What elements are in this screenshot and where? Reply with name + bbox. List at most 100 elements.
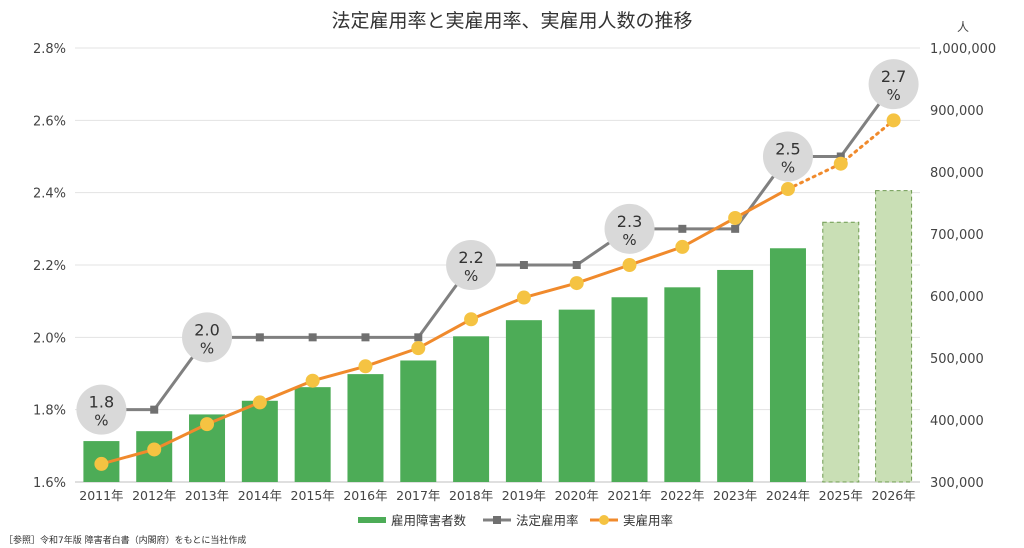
x-tick-label: 2015年 — [291, 488, 335, 503]
actual-rate-marker — [305, 373, 320, 388]
legal-rate-marker — [836, 152, 845, 161]
actual-rate-marker — [147, 442, 162, 457]
x-tick-label: 2016年 — [343, 488, 387, 503]
x-tick-label: 2018年 — [449, 488, 493, 503]
x-tick-label: 2019年 — [502, 488, 546, 503]
rate-bubble-value: 2.2 — [458, 248, 483, 267]
right-tick-label: 400,000 — [930, 414, 984, 429]
x-tick-label: 2025年 — [819, 488, 863, 503]
right-tick-label: 700,000 — [930, 228, 984, 243]
rate-bubble-unit: % — [622, 231, 636, 249]
right-tick-label: 900,000 — [930, 104, 984, 119]
x-tick-label: 2013年 — [185, 488, 229, 503]
bar — [664, 287, 701, 482]
bar — [136, 431, 173, 482]
right-axis-unit: 人 — [957, 20, 969, 34]
rate-bubble-value: 2.0 — [194, 320, 219, 339]
bar — [453, 336, 490, 482]
actual-rate-marker — [516, 290, 531, 305]
legend-label: 法定雇用率 — [516, 513, 579, 528]
rate-bubble — [446, 240, 497, 290]
actual-rate-marker — [200, 417, 215, 432]
x-tick-label: 2022年 — [660, 488, 704, 503]
x-tick-label: 2021年 — [607, 488, 651, 503]
left-tick-label: 1.6% — [33, 476, 66, 491]
left-tick-label: 2.0% — [33, 331, 66, 346]
rate-bubble — [868, 59, 919, 110]
legal-rate-marker — [361, 333, 370, 342]
bar — [558, 309, 595, 482]
source-note: ［参照］令和7年版 障害者白書（内閣府）をもとに当社作成 — [4, 536, 247, 546]
rate-bubble-value: 1.8 — [89, 393, 114, 412]
actual-rate-marker — [252, 395, 267, 410]
rate-bubble — [182, 312, 233, 363]
right-tick-label: 600,000 — [930, 290, 984, 305]
left-tick-label: 2.8% — [33, 42, 66, 57]
legal-rate-marker — [572, 261, 581, 269]
right-tick-label: 800,000 — [930, 166, 984, 181]
rate-bubble — [762, 131, 813, 182]
actual-rate-marker — [569, 276, 584, 291]
legal-rate-marker — [150, 405, 159, 414]
actual-rate-marker — [780, 182, 795, 197]
actual-rate-marker — [94, 456, 109, 471]
legal-rate-line — [101, 83, 895, 412]
rate-bubble-value: 2.7 — [881, 67, 906, 86]
x-tick-label: 2012年 — [132, 488, 176, 503]
rate-bubble-value: 2.3 — [617, 212, 642, 231]
x-tick-label: 2017年 — [396, 488, 440, 503]
x-tick-label: 2023年 — [713, 488, 757, 503]
actual-rate-marker — [358, 359, 373, 374]
legal-rate-marker — [308, 333, 317, 342]
x-tick-label: 2020年 — [555, 488, 599, 503]
bar — [769, 248, 806, 482]
bar — [294, 387, 331, 482]
rate-bubble-unit: % — [200, 339, 214, 357]
left-tick-label: 2.6% — [33, 114, 66, 129]
legal-rate-marker — [414, 333, 423, 342]
bar — [347, 374, 384, 482]
chart-title: 法定雇用率と実雇用率、実雇用人数の推移 — [331, 10, 693, 32]
rate-bubble-unit: % — [464, 267, 478, 285]
x-tick-label: 2024年 — [766, 488, 810, 503]
legal-rate-marker — [731, 224, 740, 233]
actual-rate-marker — [675, 239, 690, 254]
right-tick-label: 1,000,000 — [930, 42, 996, 57]
legend-label: 実雇用率 — [623, 513, 673, 528]
legal-rate-marker — [255, 333, 264, 342]
bar — [241, 400, 278, 482]
bar — [505, 320, 542, 482]
rate-bubble-value: 2.5 — [775, 140, 800, 159]
actual-rate-marker — [886, 113, 901, 128]
x-tick-label: 2014年 — [238, 488, 282, 503]
left-tick-label: 2.4% — [33, 187, 66, 202]
rate-bubble-unit: % — [886, 86, 900, 104]
rate-bubble — [76, 384, 127, 435]
right-tick-label: 500,000 — [930, 352, 984, 367]
legal-rate-marker — [678, 224, 687, 233]
legend-marker-actual — [599, 515, 609, 525]
legend-marker-legal — [493, 516, 501, 524]
legend-swatch-bar — [358, 517, 386, 523]
right-tick-label: 300,000 — [930, 476, 984, 491]
left-tick-label: 2.2% — [33, 259, 66, 274]
legend-label: 雇用障害者数 — [391, 513, 467, 528]
actual-rate-marker — [622, 258, 637, 272]
bar — [400, 360, 437, 482]
left-tick-label: 1.8% — [33, 404, 66, 419]
rate-bubble-unit: % — [94, 412, 108, 430]
actual-rate-marker — [728, 210, 743, 225]
bar-projected — [822, 221, 860, 483]
x-tick-label: 2011年 — [79, 488, 123, 503]
bar — [717, 269, 754, 482]
x-tick-label: 2026年 — [871, 488, 915, 503]
actual-rate-line — [101, 187, 789, 466]
rate-bubble-unit: % — [781, 159, 795, 177]
bar — [611, 297, 648, 482]
actual-rate-marker — [833, 156, 848, 171]
actual-rate-marker — [411, 341, 426, 356]
actual-rate-marker — [464, 312, 479, 327]
bar-projected — [875, 190, 913, 483]
rate-bubble — [604, 203, 655, 254]
